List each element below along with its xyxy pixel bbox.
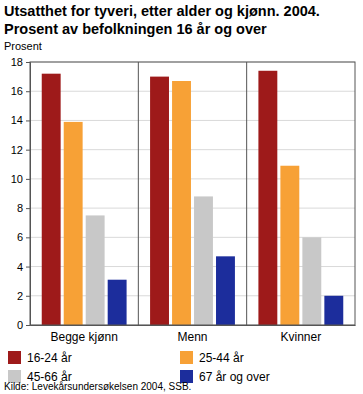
plot: 0 2 4 6 8 10 12 14 16 18 Begge kjønn Menn Kvinner bbox=[11, 56, 356, 344]
legend-swatch bbox=[180, 351, 193, 364]
y-axis-label: Prosent bbox=[4, 40, 42, 52]
grid bbox=[30, 62, 355, 325]
source: Kilde: Levekårsundersøkelsen 2004, SSB. bbox=[4, 381, 191, 392]
bar bbox=[172, 81, 191, 325]
legend-item: 16-24 år bbox=[8, 351, 72, 365]
y-tick-label: 6 bbox=[17, 231, 23, 243]
y-tick-label: 12 bbox=[11, 144, 23, 156]
y-tick-label: 16 bbox=[11, 85, 23, 97]
legend: 16-24 år25-44 år45-66 år67 år og over bbox=[8, 351, 270, 384]
legend-item: 67 år og over bbox=[180, 370, 270, 384]
y-tick-mark bbox=[26, 208, 30, 209]
y-tick-mark bbox=[26, 296, 30, 297]
title: Utsatthet for tyveri, etter alder og kjø… bbox=[4, 3, 320, 37]
legend-label: 16-24 år bbox=[27, 351, 72, 365]
bar bbox=[42, 74, 61, 325]
y-tick-label: 4 bbox=[17, 261, 23, 273]
y-tick-label: 8 bbox=[17, 202, 23, 214]
group-divider bbox=[138, 62, 139, 325]
y-tick: 0 bbox=[17, 319, 30, 331]
bars bbox=[42, 71, 344, 325]
bar bbox=[280, 166, 299, 325]
y-tick-mark bbox=[26, 120, 30, 121]
bar bbox=[64, 122, 83, 325]
y-tick-label: 18 bbox=[11, 56, 23, 68]
y-tick-mark bbox=[26, 91, 30, 92]
x-tick-label: Begge kjønn bbox=[50, 330, 117, 344]
y-tick-label: 14 bbox=[11, 114, 23, 126]
y-tick-mark bbox=[26, 150, 30, 151]
x-tick-label: Menn bbox=[177, 330, 207, 344]
y-tick: 18 bbox=[11, 56, 30, 68]
y-tick-mark bbox=[26, 267, 30, 268]
bar bbox=[86, 215, 105, 325]
bar bbox=[324, 296, 343, 325]
bar bbox=[194, 196, 213, 325]
y-tick-label: 2 bbox=[17, 290, 23, 302]
legend-item: 25-44 år bbox=[180, 351, 244, 365]
x-tick-label: Kvinner bbox=[280, 330, 321, 344]
y-tick: 16 bbox=[11, 85, 30, 97]
bar bbox=[302, 237, 321, 325]
bar bbox=[216, 256, 235, 325]
grid-line bbox=[30, 120, 355, 121]
y-tick-label: 0 bbox=[17, 319, 23, 331]
legend-label: 25-44 år bbox=[199, 351, 244, 365]
y-axis-line bbox=[26, 63, 31, 326]
legend-swatch bbox=[8, 351, 21, 364]
y-tick: 12 bbox=[11, 144, 30, 156]
y-tick-mark bbox=[26, 237, 30, 238]
grid-line bbox=[30, 91, 355, 92]
y-tick-label: 10 bbox=[11, 173, 23, 185]
bar bbox=[150, 77, 169, 325]
x-tick: Menn bbox=[177, 325, 207, 344]
x-axis-line bbox=[31, 325, 356, 326]
y-axis: 0 2 4 6 8 10 12 14 16 18 bbox=[11, 56, 31, 331]
plot-frame bbox=[30, 62, 355, 325]
y-tick: 10 bbox=[11, 173, 30, 185]
x-tick: Kvinner bbox=[280, 325, 321, 344]
x-tick: Begge kjønn bbox=[50, 325, 117, 344]
y-tick: 8 bbox=[17, 202, 30, 214]
bar bbox=[108, 280, 127, 325]
y-tick-mark bbox=[26, 62, 30, 63]
y-tick: 14 bbox=[11, 114, 30, 126]
y-tick-mark bbox=[26, 179, 30, 180]
y-tick: 2 bbox=[17, 290, 30, 302]
y-tick: 4 bbox=[17, 261, 30, 273]
y-tick: 6 bbox=[17, 231, 30, 243]
chart: Utsatthet for tyveri, etter alder og kjø… bbox=[0, 0, 363, 394]
legend-label: 67 år og over bbox=[199, 370, 270, 384]
group-divider bbox=[246, 62, 247, 325]
y-tick-mark bbox=[26, 325, 30, 326]
x-axis: Begge kjønn Menn Kvinner bbox=[31, 325, 356, 344]
bar bbox=[258, 71, 277, 325]
